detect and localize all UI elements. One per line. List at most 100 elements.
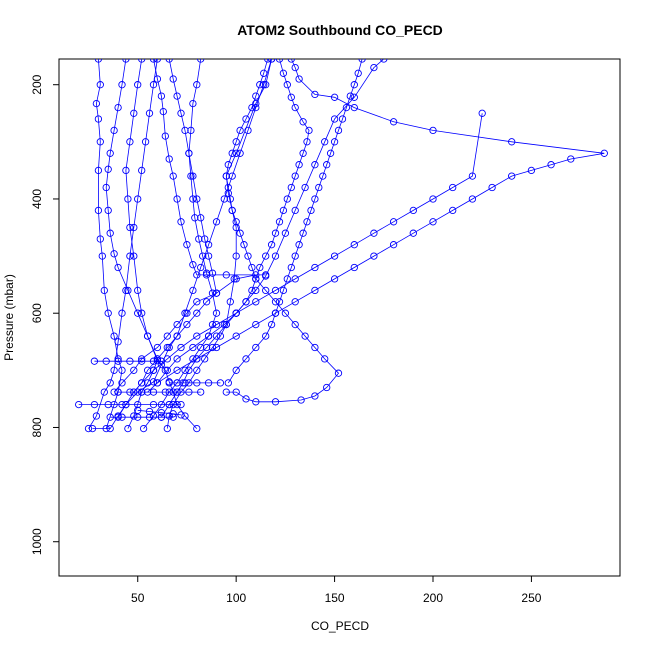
data-point (311, 263, 319, 272)
data-point (267, 320, 276, 329)
data-point (134, 195, 142, 203)
data-point (165, 412, 173, 420)
series-line (225, 59, 340, 403)
data-point (84, 424, 93, 433)
data-point (173, 92, 181, 100)
data-point (202, 271, 211, 279)
data-point (389, 218, 398, 226)
data-point (157, 357, 166, 365)
data-point (224, 379, 232, 387)
data-point (267, 241, 276, 249)
data-point (271, 229, 280, 237)
data-point (271, 309, 280, 317)
series-4 (122, 59, 162, 433)
data-point (197, 263, 205, 272)
data-point (260, 69, 268, 77)
series-2 (84, 59, 162, 433)
data-point (110, 250, 118, 258)
data-point (106, 229, 114, 237)
data-point (197, 214, 205, 222)
data-point (216, 332, 225, 340)
data-point (350, 103, 358, 112)
data-point (279, 69, 288, 77)
series-20 (134, 406, 185, 419)
data-point (232, 366, 240, 374)
data-point (153, 355, 162, 363)
data-point (291, 103, 299, 112)
data-point (330, 252, 339, 260)
data-point (138, 388, 146, 396)
data-point (232, 218, 240, 226)
data-point (323, 161, 331, 169)
data-point (138, 379, 146, 387)
data-point (185, 149, 193, 157)
data-point (110, 366, 118, 374)
data-point (163, 424, 171, 433)
data-point (195, 235, 203, 243)
data-point (338, 115, 347, 123)
series-3 (92, 59, 126, 433)
data-point (228, 149, 236, 157)
data-point (138, 355, 146, 363)
data-point (252, 343, 260, 352)
data-point (181, 309, 189, 317)
data-point (165, 379, 173, 387)
data-point (429, 126, 437, 135)
data-point (193, 309, 201, 317)
data-point (90, 400, 99, 409)
data-point (134, 400, 142, 409)
data-point (181, 126, 189, 135)
data-point (321, 138, 329, 146)
data-point (94, 206, 103, 215)
series-19 (106, 413, 177, 421)
chart-title: ATOM2 Southbound CO_PECD (237, 22, 443, 38)
data-point (287, 59, 295, 63)
data-point (102, 183, 110, 192)
data-point (100, 286, 108, 295)
data-point (212, 343, 221, 352)
data-point (157, 413, 166, 421)
data-point (153, 75, 162, 83)
data-point (299, 229, 307, 237)
data-point (242, 115, 250, 123)
data-point (232, 252, 240, 260)
data-point (102, 424, 110, 433)
data-point (301, 332, 309, 340)
data-point (303, 218, 311, 226)
series-line (157, 59, 310, 384)
data-point (189, 195, 197, 203)
data-point (252, 298, 260, 306)
data-point (275, 298, 284, 306)
y-tick-label: 200 (30, 74, 44, 94)
data-point (212, 218, 221, 226)
data-point (478, 109, 486, 117)
data-point (275, 218, 284, 226)
data-point (143, 366, 152, 374)
data-point (94, 59, 103, 63)
data-point (96, 235, 104, 243)
data-point (106, 424, 114, 433)
data-point (305, 126, 313, 135)
data-point (126, 388, 134, 396)
data-point (130, 223, 138, 232)
data-point (165, 59, 173, 63)
data-point (163, 343, 171, 352)
data-point (226, 195, 234, 203)
data-point (271, 286, 280, 295)
data-point (222, 172, 230, 180)
data-point (138, 59, 146, 63)
data-point (330, 138, 339, 146)
x-tick-label: 150 (325, 591, 345, 605)
data-point (138, 309, 146, 317)
data-point (118, 309, 126, 317)
data-point (232, 309, 240, 317)
data-point (189, 343, 197, 352)
data-point (216, 379, 225, 387)
y-tick-label: 1000 (30, 528, 44, 555)
data-point (252, 398, 260, 406)
data-point (212, 320, 221, 329)
data-point (202, 298, 211, 306)
data-point (145, 109, 154, 117)
data-point (242, 355, 250, 363)
